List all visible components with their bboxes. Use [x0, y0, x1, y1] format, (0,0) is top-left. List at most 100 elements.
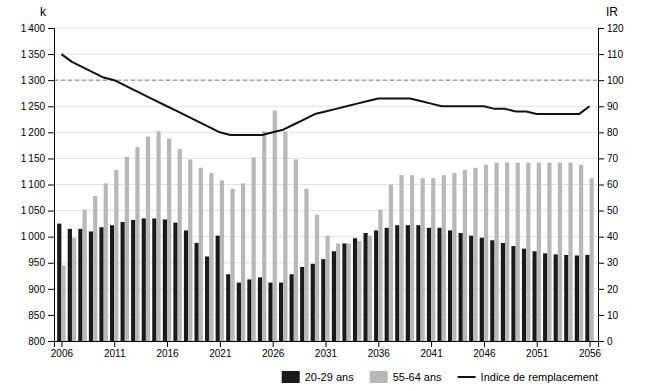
grid-line: [54, 80, 598, 81]
tick-label: 30: [607, 257, 619, 268]
tick: 40: [598, 231, 619, 242]
tick: 1 350: [21, 49, 54, 60]
bar: [406, 225, 410, 341]
bar: [494, 163, 498, 341]
tick: 2056: [579, 341, 602, 359]
grid-line: [54, 132, 598, 133]
bar: [93, 196, 97, 341]
bar: [131, 220, 135, 341]
tick: 2041: [420, 341, 443, 359]
axis-label: IR: [606, 5, 618, 19]
tick: 2046: [473, 341, 496, 359]
bar: [216, 236, 220, 341]
bar: [469, 236, 473, 341]
tick: 1 100: [21, 179, 54, 190]
tick-label: 2016: [156, 348, 179, 359]
bar: [173, 223, 177, 341]
bar: [347, 243, 351, 341]
tick-label: 70: [607, 153, 619, 164]
bar: [262, 131, 266, 341]
bar: [442, 175, 446, 341]
y2-axis: 0102030405060708090100110120: [598, 23, 624, 347]
tick-mark: [598, 28, 604, 29]
tick: 80: [598, 127, 619, 138]
axis-line: [48, 29, 55, 342]
bar: [332, 251, 336, 341]
tick-mark: [598, 80, 604, 81]
bar: [575, 255, 579, 341]
bar: [258, 277, 262, 341]
bar: [421, 178, 425, 341]
tick-label: 2021: [209, 348, 232, 359]
tick: 2051: [526, 341, 549, 359]
tick: 2016: [156, 341, 179, 359]
bar: [247, 279, 251, 341]
bar: [167, 139, 171, 341]
bar: [78, 229, 82, 341]
legend-swatch: [458, 376, 476, 378]
x-axis: 2006 2011 2016 2021 2026 2031 2036 2041 2046 2051…: [51, 341, 602, 359]
tick: 2031: [315, 341, 338, 359]
bar: [511, 246, 515, 341]
axis-line: [55, 342, 599, 348]
tick-label: 2011: [104, 348, 126, 359]
tick: 2036: [368, 341, 391, 359]
bar: [516, 163, 520, 341]
bar: [279, 283, 283, 341]
tick-mark: [48, 54, 54, 55]
bar: [558, 163, 562, 341]
tick-mark: [537, 341, 538, 347]
tick-mark: [590, 341, 591, 347]
bar: [501, 243, 505, 341]
tick: 0: [598, 336, 613, 347]
tick-mark: [598, 185, 604, 186]
bar: [533, 251, 537, 341]
tick-label: 40: [607, 231, 619, 242]
tick-mark: [598, 54, 604, 55]
bar: [522, 249, 526, 341]
tick-label: 2006: [51, 348, 74, 359]
tick-label: 1 350: [21, 49, 46, 60]
tick-mark: [484, 341, 485, 347]
tick-mark: [325, 341, 326, 347]
y-axis: 8008509009501 0001 0501 1001 1501 2001 2…: [21, 23, 55, 347]
bar: [526, 163, 530, 341]
tick-label: 110: [607, 49, 623, 60]
tick: 1 050: [21, 205, 54, 216]
bar: [178, 149, 182, 341]
bar: [431, 178, 435, 341]
tick-label: 80: [607, 127, 619, 138]
tick-mark: [48, 80, 54, 81]
tick: 1 200: [21, 127, 54, 138]
bar: [480, 238, 484, 341]
bar: [416, 225, 420, 341]
tick-label: 100: [607, 75, 624, 86]
tick-label: 1 100: [21, 179, 46, 190]
bar: [315, 215, 319, 341]
tick-label: 120: [607, 23, 624, 34]
bar: [363, 233, 367, 341]
tick: 2006: [51, 341, 74, 359]
tick-mark: [598, 158, 604, 159]
legend-label: 20-29 ans: [305, 371, 354, 383]
bar: [121, 222, 125, 341]
legend-swatch: [370, 371, 388, 383]
bar: [505, 163, 509, 341]
tick: 90: [598, 101, 619, 112]
tick: 1 250: [21, 101, 54, 112]
tick-mark: [48, 106, 54, 107]
tick-label: 2031: [315, 348, 338, 359]
tick-mark: [598, 263, 604, 264]
tick: 2011: [104, 341, 126, 359]
tick-label: 900: [28, 284, 45, 295]
bar: [237, 283, 241, 341]
tick-label: 1 200: [21, 127, 46, 138]
legend-item: 55-64 ans: [370, 371, 442, 383]
bar: [230, 189, 234, 341]
bar: [220, 180, 224, 341]
tick-mark: [48, 263, 54, 264]
bar: [194, 243, 198, 341]
tick: 1 150: [21, 153, 54, 164]
tick-label: 2026: [262, 348, 285, 359]
bar: [378, 210, 382, 341]
